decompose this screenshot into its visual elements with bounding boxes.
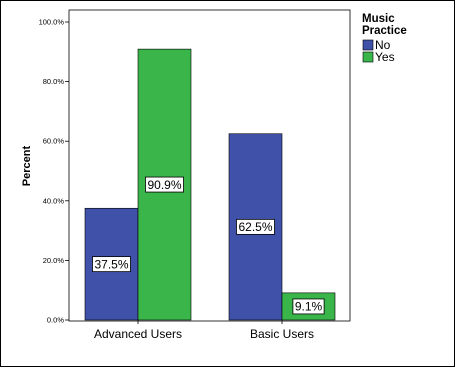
x-category-label: Basic Users xyxy=(250,327,314,341)
x-category-label: Advanced Users xyxy=(94,327,182,341)
legend-label-no: No xyxy=(375,38,391,52)
x-axis-labels: Advanced Users Basic Users xyxy=(94,320,314,341)
legend-title-line1: Music xyxy=(362,13,395,25)
y-axis-title: Percent xyxy=(21,145,33,186)
data-label: 90.9% xyxy=(147,178,181,192)
legend-swatch-yes xyxy=(362,51,374,63)
y-tick-label: 100.0% xyxy=(39,18,65,27)
y-tick-label: 40.0% xyxy=(43,196,65,205)
legend-label-yes: Yes xyxy=(375,50,395,64)
data-label: 62.5% xyxy=(238,220,272,234)
data-label: 37.5% xyxy=(94,257,128,271)
legend-title-line2: Practice xyxy=(362,25,407,37)
y-tick-label: 0.0% xyxy=(47,316,64,325)
data-labels: 37.5% 90.9% 62.5% 9.1% xyxy=(92,176,325,315)
data-label-box xyxy=(92,256,131,273)
y-tick-label: 60.0% xyxy=(43,137,65,146)
data-label: 9.1% xyxy=(295,300,323,314)
legend-swatch-no xyxy=(362,39,374,51)
data-label-box xyxy=(145,176,184,193)
y-axis-ticks: 0.0% 20.0% 40.0% 60.0% 80.0% 100.0% xyxy=(39,18,69,325)
y-tick-label: 80.0% xyxy=(43,77,65,86)
y-tick-label: 20.0% xyxy=(43,256,65,265)
data-label-box xyxy=(292,298,325,315)
data-label-box xyxy=(236,218,275,235)
